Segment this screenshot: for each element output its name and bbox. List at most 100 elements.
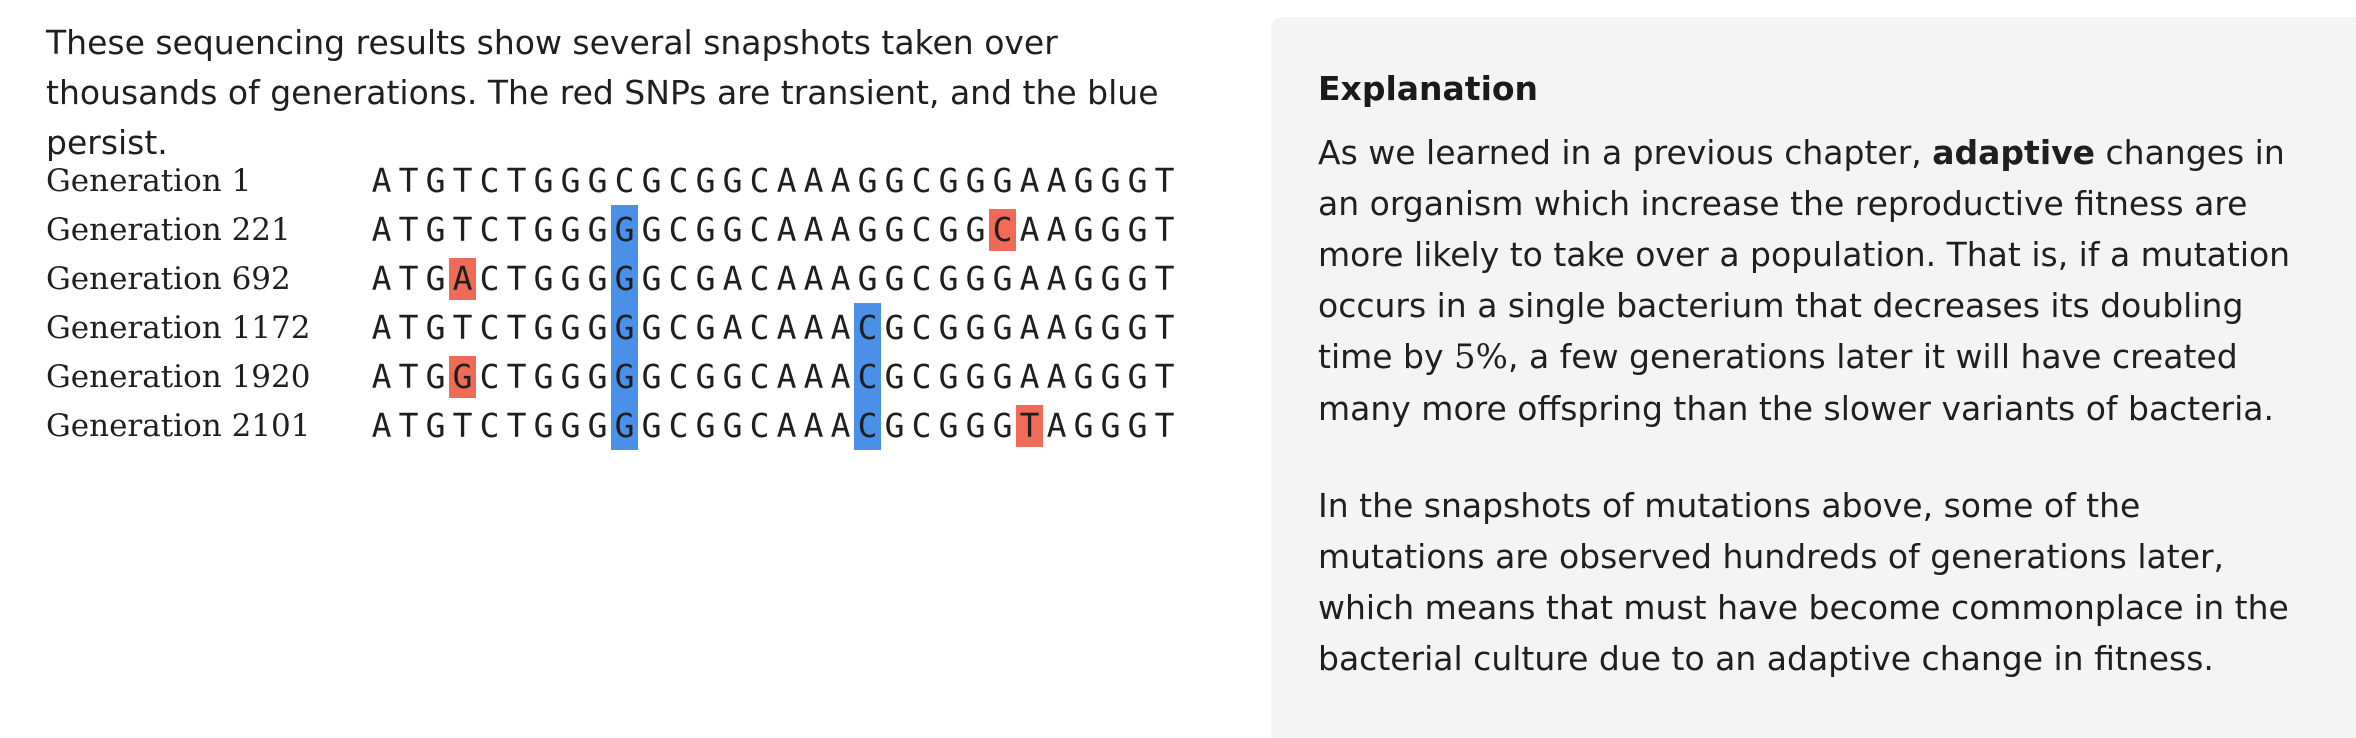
base: G: [938, 259, 959, 298]
base: C: [668, 406, 689, 445]
base: T: [1154, 308, 1175, 347]
base: G: [1100, 357, 1121, 396]
base: G: [1100, 259, 1121, 298]
base: G: [1127, 357, 1148, 396]
base: A: [1046, 210, 1067, 249]
base: G: [425, 308, 446, 347]
base: G: [587, 406, 608, 445]
base: G: [938, 161, 959, 200]
base: G: [992, 161, 1013, 200]
base: A: [722, 259, 743, 298]
generation-label: Generation 1172: [46, 309, 311, 346]
base: G: [587, 357, 608, 396]
base: G: [965, 210, 986, 249]
base: G: [695, 259, 716, 298]
base: C: [668, 210, 689, 249]
base: G: [965, 406, 986, 445]
base: A: [1046, 259, 1067, 298]
base: T: [1154, 406, 1175, 445]
base: G: [560, 406, 581, 445]
base: G: [857, 161, 878, 200]
base: C: [749, 161, 770, 200]
base: G: [587, 210, 608, 249]
base: G: [1073, 357, 1094, 396]
base: C: [911, 259, 932, 298]
base: G: [1073, 406, 1094, 445]
base: G: [533, 210, 554, 249]
base: T: [506, 308, 527, 347]
persistent-snp: C: [854, 352, 881, 401]
explanation-title: Explanation: [1318, 69, 1539, 108]
base: T: [398, 259, 419, 298]
generation-label: Generation 221: [46, 211, 291, 248]
base: G: [1073, 210, 1094, 249]
base: G: [884, 161, 905, 200]
base: G: [425, 259, 446, 298]
base: A: [371, 210, 392, 249]
base: C: [911, 210, 932, 249]
base: G: [1127, 161, 1148, 200]
base: T: [398, 406, 419, 445]
intro-text: These sequencing results show several sn…: [46, 23, 1159, 162]
p1-after: , a few generations later it will have c…: [1318, 337, 2275, 428]
base: G: [884, 210, 905, 249]
base: A: [830, 357, 851, 396]
base: A: [1019, 161, 1040, 200]
base: G: [992, 357, 1013, 396]
generation-label: Generation 692: [46, 260, 291, 297]
base: C: [749, 357, 770, 396]
base: G: [1100, 406, 1121, 445]
base: C: [479, 406, 500, 445]
base: A: [803, 308, 824, 347]
transient-snp: C: [989, 209, 1016, 251]
base: T: [506, 161, 527, 200]
base: T: [506, 357, 527, 396]
base: G: [1073, 259, 1094, 298]
base: C: [668, 308, 689, 347]
base: G: [884, 259, 905, 298]
base: G: [560, 357, 581, 396]
base: A: [803, 357, 824, 396]
base: C: [479, 161, 500, 200]
transient-snp: G: [449, 356, 476, 398]
base: G: [965, 308, 986, 347]
base: T: [452, 406, 473, 445]
base: A: [830, 406, 851, 445]
base: G: [641, 308, 662, 347]
base: A: [371, 259, 392, 298]
base: A: [1046, 308, 1067, 347]
persistent-snp: G: [611, 401, 638, 450]
base: T: [398, 308, 419, 347]
base: G: [938, 406, 959, 445]
base: C: [749, 308, 770, 347]
sequence-row: Generation 2101 A T G T C T G G G G G C G G C A A A C G C G G G T…: [46, 401, 1178, 450]
sequence-row: Generation 1920 A T G G C T G G G G G C G G C A A A C G C G G G A…: [46, 352, 1178, 401]
base: G: [722, 357, 743, 396]
base: G: [533, 357, 554, 396]
base: C: [911, 406, 932, 445]
base: G: [1100, 210, 1121, 249]
persistent-snp: G: [611, 254, 638, 303]
base: G: [1100, 308, 1121, 347]
base: C: [749, 210, 770, 249]
base: T: [1154, 357, 1175, 396]
generation-label: Generation 2101: [46, 407, 311, 444]
p1-mid: changes in an organism which increase th…: [1318, 133, 2291, 376]
base: A: [830, 259, 851, 298]
base: A: [776, 259, 797, 298]
base: A: [776, 308, 797, 347]
base: G: [695, 406, 716, 445]
base: G: [857, 259, 878, 298]
base: G: [1127, 259, 1148, 298]
base: G: [641, 210, 662, 249]
base: C: [479, 210, 500, 249]
base: A: [830, 308, 851, 347]
base: G: [992, 308, 1013, 347]
base: G: [965, 259, 986, 298]
base: G: [1127, 210, 1148, 249]
